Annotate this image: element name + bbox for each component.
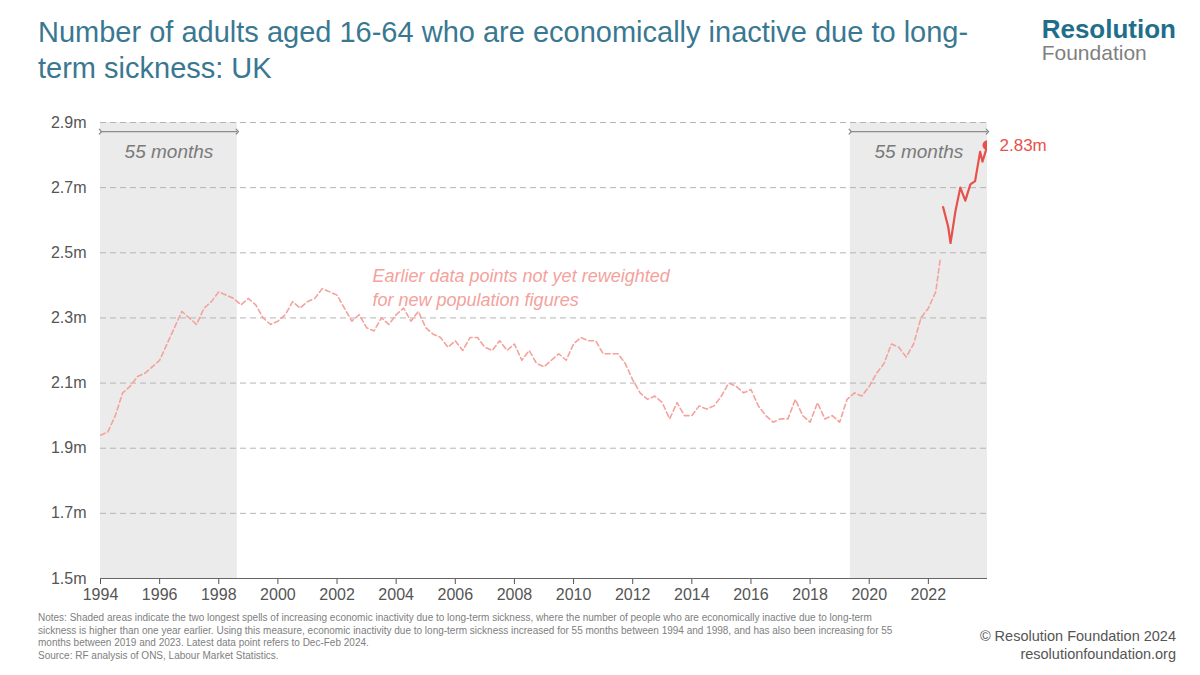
html-text:Resolution: Resolution — [1041, 14, 1176, 44]
svg-text:2020: 2020 — [851, 586, 887, 603]
svg-text:2014: 2014 — [674, 586, 710, 603]
svg-text:55 months: 55 months — [125, 141, 214, 162]
html-text:Source: RF analysis of ONS, La: Source: RF analysis of ONS, Labour Marke… — [38, 649, 279, 661]
svg-text:2012: 2012 — [615, 586, 651, 603]
svg-text:2018: 2018 — [792, 586, 828, 603]
svg-text:2000: 2000 — [260, 586, 296, 603]
html-text:© Resolution Foundation 2024: © Resolution Foundation 2024 — [979, 628, 1176, 644]
html-text:resolutionfoundation.org: resolutionfoundation.org — [1020, 646, 1176, 662]
html-text:Foundation: Foundation — [1041, 41, 1147, 64]
svg-text:1996: 1996 — [142, 586, 178, 603]
svg-text:1.9m: 1.9m — [51, 439, 87, 456]
svg-text:2010: 2010 — [556, 586, 592, 603]
svg-text:2022: 2022 — [911, 586, 947, 603]
html-text:Notes: Shaded areas indicate t: Notes: Shaded areas indicate the two lon… — [38, 612, 893, 648]
svg-text:2004: 2004 — [378, 586, 414, 603]
svg-text:Earlier data points not yet re: Earlier data points not yet reweightedfo… — [373, 266, 671, 309]
svg-text:2.1m: 2.1m — [51, 374, 87, 391]
svg-text:1994: 1994 — [83, 586, 119, 603]
svg-text:2008: 2008 — [497, 586, 533, 603]
svg-text:55 months: 55 months — [875, 141, 964, 162]
svg-text:1998: 1998 — [201, 586, 237, 603]
html-text:Number of adults aged 16-64 wh: Number of adults aged 16-64 who are econ… — [38, 16, 969, 84]
svg-text:2002: 2002 — [319, 586, 355, 603]
svg-text:2.3m: 2.3m — [51, 309, 87, 326]
svg-text:1.5m: 1.5m — [51, 570, 87, 587]
svg-text:2016: 2016 — [733, 586, 769, 603]
svg-text:2.9m: 2.9m — [51, 114, 87, 131]
svg-text:1.7m: 1.7m — [51, 504, 87, 521]
svg-text:2.7m: 2.7m — [51, 179, 87, 196]
svg-text:2006: 2006 — [438, 586, 474, 603]
svg-text:2.5m: 2.5m — [51, 244, 87, 261]
svg-text:2.83m: 2.83m — [1000, 136, 1047, 155]
